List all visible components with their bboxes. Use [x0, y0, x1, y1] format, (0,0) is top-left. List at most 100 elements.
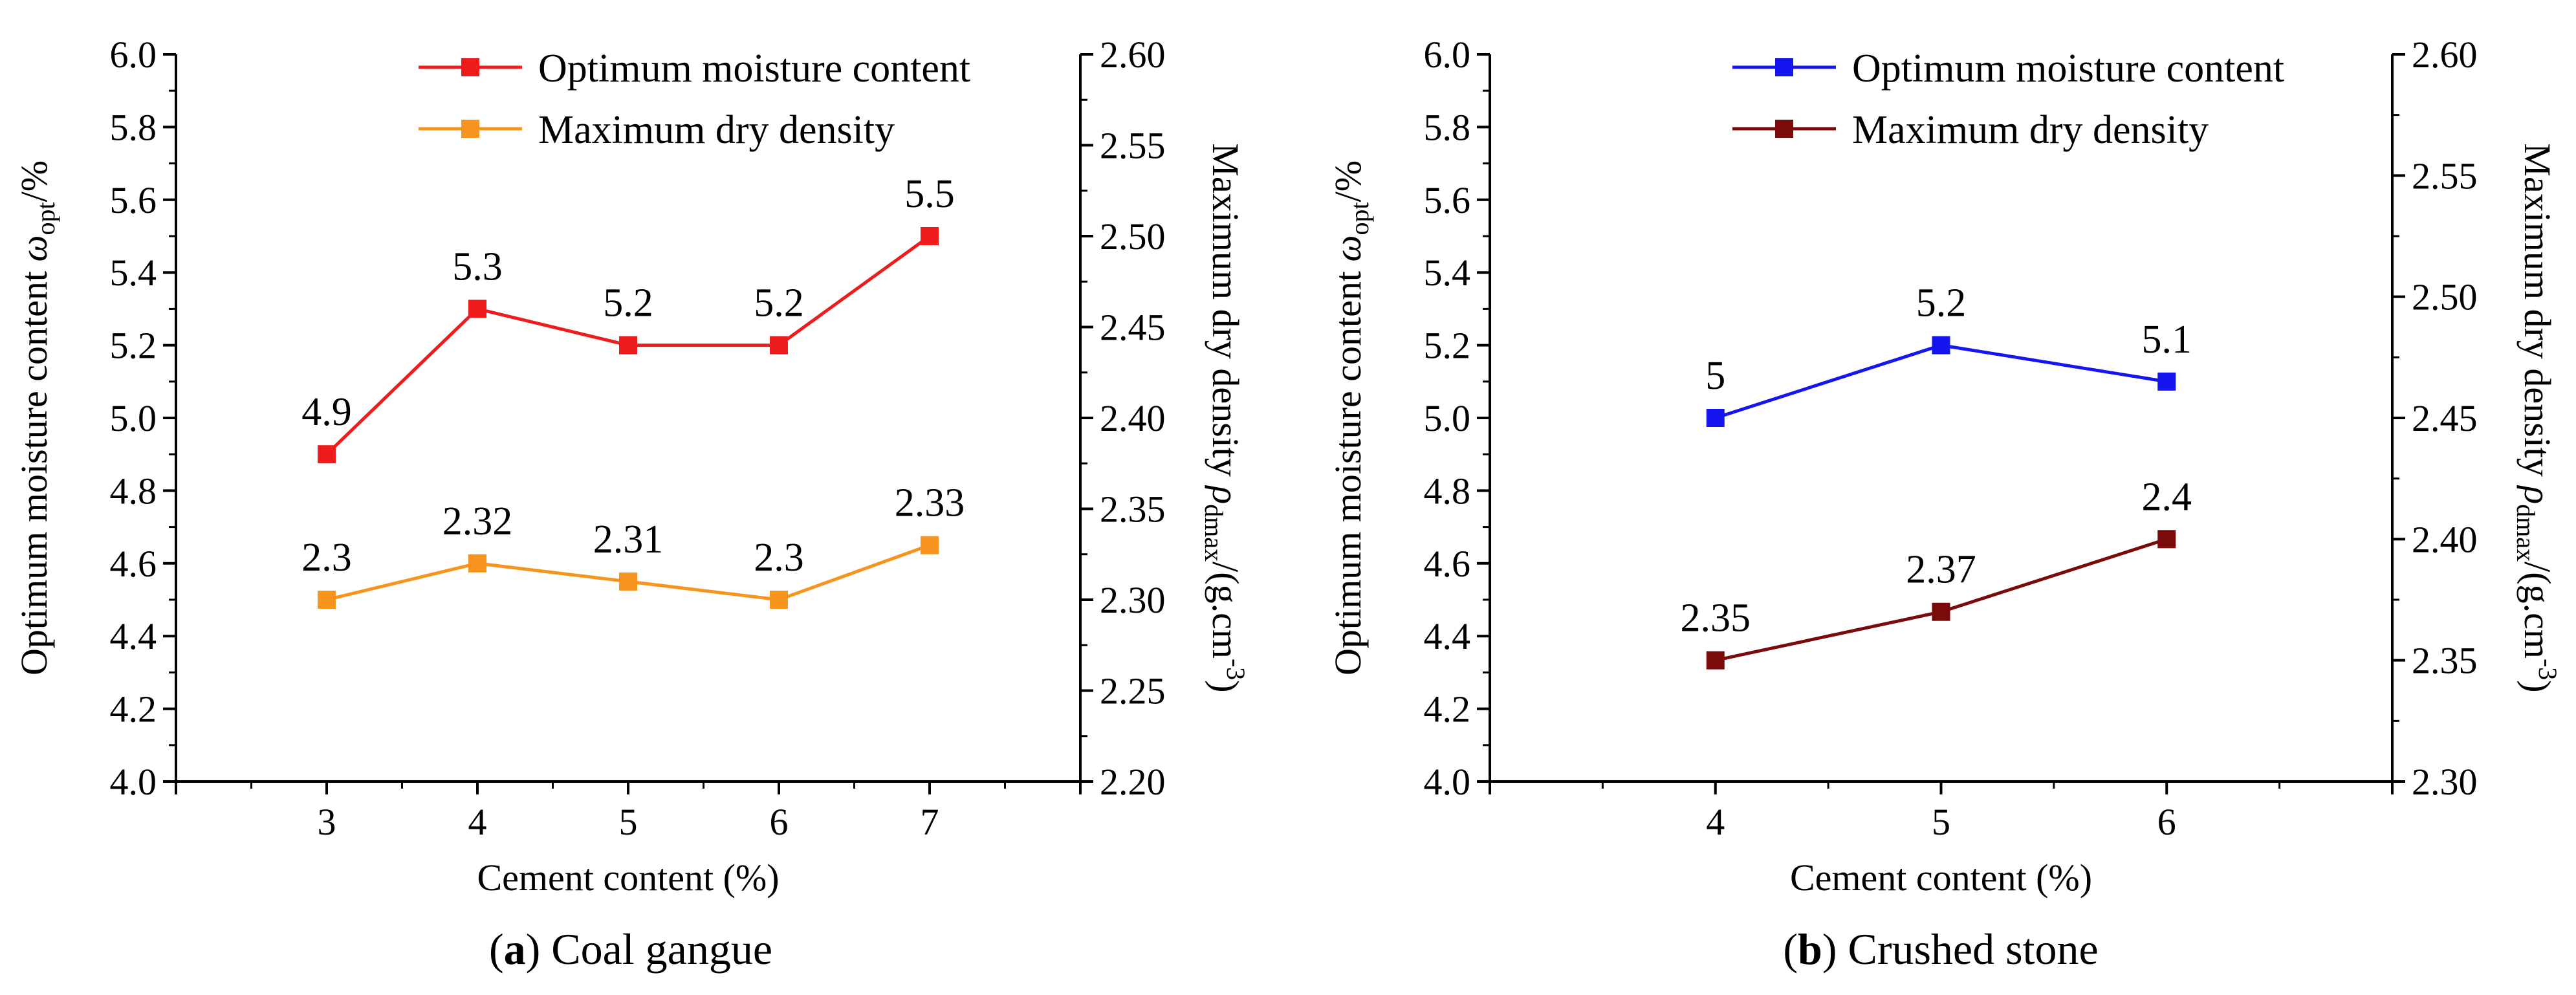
- data-point-marker: [1932, 602, 1950, 621]
- x-tick-label: 5: [1932, 801, 1950, 843]
- left-tick-label: 4.2: [110, 688, 157, 730]
- label-part: Maximum dry density: [1205, 143, 1247, 486]
- panel-caption: (b) Crushed stone: [1783, 924, 2098, 974]
- chart-panel-a: 4.0 4.2 4.4 4.6 4.8 5.0 5.2 5.4 5.6 5.8 6.0 2.20 2.2…: [13, 34, 1250, 974]
- legend-item-max-dry-density: Maximum dry density: [1732, 108, 2209, 152]
- right-tick-label: 2.20: [1100, 761, 1166, 803]
- chart-panel-b: 4.0 4.2 4.4 4.6 4.8 5.0 5.2 5.4 5.6 5.8 6.0 2.30 2.3…: [1327, 34, 2562, 974]
- legend-label: Optimum moisture content: [1852, 47, 2284, 91]
- data-label: 2.35: [1681, 596, 1751, 640]
- data-label: 4.9: [301, 390, 352, 434]
- right-tick-label: 2.45: [2412, 397, 2478, 439]
- data-point-marker: [921, 227, 939, 245]
- left-tick-label: 5.2: [1424, 325, 1471, 367]
- data-label: 5.2: [603, 281, 653, 325]
- legend-marker: [1775, 58, 1793, 76]
- series-max-dry-density: 2.35 2.37 2.4: [1681, 475, 2192, 670]
- data-label: 2.31: [593, 518, 664, 562]
- label-part: (: [489, 924, 504, 974]
- left-tick-label: 5.6: [1424, 179, 1471, 221]
- left-tick-label: 4.0: [110, 761, 157, 803]
- left-tick-label: 5.8: [1424, 106, 1471, 148]
- label-part: Optimum moisture content: [1327, 261, 1369, 675]
- data-label: 2.3: [301, 536, 352, 580]
- data-label: 5.5: [904, 172, 955, 216]
- label-part: /%: [1327, 160, 1369, 202]
- label-part: Optimum moisture content: [13, 261, 55, 675]
- label-part: dmax: [2511, 504, 2540, 562]
- left-tick-label: 4.8: [110, 470, 157, 512]
- data-point-marker: [921, 536, 939, 554]
- label-part: /%: [13, 160, 55, 202]
- left-tick-label: 5.4: [1424, 252, 1471, 294]
- right-tick-label: 2.60: [1100, 34, 1166, 76]
- data-point-marker: [318, 445, 336, 464]
- right-tick-label: 2.50: [1100, 215, 1166, 257]
- data-point-marker: [770, 336, 788, 355]
- label-part: a: [504, 924, 526, 974]
- data-label: 2.33: [895, 481, 965, 525]
- data-point-marker: [619, 336, 637, 355]
- legend-marker: [1775, 120, 1793, 138]
- right-y-axis-title: Maximum dry density ρdmax/(g.cm-3): [1199, 143, 1250, 692]
- right-tick-label: 2.60: [2412, 34, 2478, 76]
- data-point-marker: [318, 591, 336, 609]
- left-tick-label: 4.0: [1424, 761, 1471, 803]
- x-tick-label: 6: [2157, 801, 2176, 843]
- right-tick-label: 2.50: [2412, 276, 2478, 318]
- label-part: opt: [31, 202, 60, 235]
- label-part: -3: [2533, 659, 2562, 680]
- right-tick-label: 2.40: [1100, 397, 1166, 439]
- data-label: 5.2: [754, 281, 804, 325]
- label-part: (: [1783, 924, 1798, 974]
- x-tick-label: 6: [770, 801, 789, 843]
- data-label: 5: [1705, 354, 1725, 398]
- series-line: [1714, 344, 2167, 420]
- data-point-marker: [1706, 651, 1725, 670]
- legend-marker: [461, 120, 479, 138]
- x-tick-label: 5: [619, 801, 638, 843]
- data-label: 2.37: [1906, 548, 1976, 592]
- data-label: 2.3: [754, 536, 804, 580]
- label-part: ω: [1327, 235, 1369, 262]
- legend-marker: [461, 58, 479, 76]
- left-tick-label: 5.0: [110, 397, 157, 439]
- left-y-axis-title: Optimum moisture content ωopt/%: [1327, 160, 1374, 675]
- right-tick-label: 2.45: [1100, 307, 1166, 349]
- data-point-marker: [468, 554, 486, 573]
- data-point-marker: [770, 591, 788, 609]
- label-part: -3: [1221, 659, 1250, 680]
- x-axis-title: Cement content (%): [477, 857, 779, 899]
- label-part: dmax: [1199, 504, 1228, 562]
- left-tick-label: 4.4: [110, 615, 157, 657]
- left-tick-label: 4.8: [1424, 470, 1471, 512]
- data-point-marker: [468, 300, 486, 318]
- left-tick-label: 4.6: [110, 543, 157, 585]
- left-tick-label: 4.2: [1424, 688, 1471, 730]
- right-tick-label: 2.25: [1100, 670, 1166, 712]
- legend-label: Maximum dry density: [1852, 108, 2209, 152]
- left-tick-label: 5.8: [110, 106, 157, 148]
- label-part: ): [1205, 680, 1247, 692]
- legend-item-optimum-moisture: Optimum moisture content: [1732, 47, 2284, 91]
- data-point-marker: [2157, 530, 2176, 549]
- label-part: opt: [1345, 202, 1374, 235]
- legend-label: Maximum dry density: [538, 108, 895, 152]
- x-tick-label: 4: [1706, 801, 1725, 843]
- data-point-marker: [1932, 336, 1950, 355]
- right-tick-label: 2.35: [2412, 640, 2478, 682]
- left-tick-label: 4.4: [1424, 615, 1471, 657]
- label-part: ω: [13, 235, 55, 262]
- label-part: ρ: [2516, 485, 2559, 504]
- data-point-marker: [2157, 372, 2176, 391]
- left-tick-label: 6.0: [1424, 34, 1471, 76]
- right-tick-label: 2.35: [1100, 488, 1166, 530]
- label-part: Maximum dry density: [2516, 143, 2559, 486]
- label-part: /(g.cm: [1205, 562, 1247, 659]
- data-label: 2.4: [2142, 475, 2192, 519]
- legend-item-max-dry-density: Maximum dry density: [419, 108, 895, 152]
- right-tick-label: 2.55: [2412, 155, 2478, 197]
- right-y-axis-title: Maximum dry density ρdmax/(g.cm-3): [2511, 143, 2562, 692]
- left-tick-label: 5.6: [110, 179, 157, 221]
